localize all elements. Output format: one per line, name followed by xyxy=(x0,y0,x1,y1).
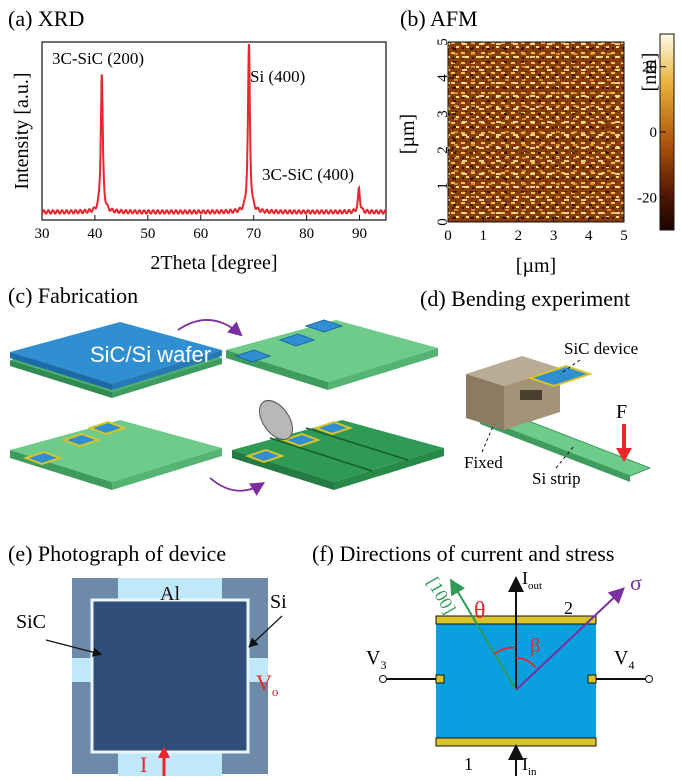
beta-label: β xyxy=(530,635,540,657)
sic-pointer xyxy=(45,639,103,657)
iout-label: Iout xyxy=(522,568,542,592)
afm-x-tick-label: 1 xyxy=(479,228,487,244)
afm-frame xyxy=(447,41,625,223)
afm-texture xyxy=(448,42,624,222)
afm-x-tick-label: 2 xyxy=(515,228,523,244)
afm-x-axis-label: [µm] xyxy=(516,255,556,277)
afm-x-tick-label: 4 xyxy=(585,228,593,244)
bottom-electrode xyxy=(435,737,597,747)
si-strip-label: Si strip xyxy=(532,469,581,488)
xrd-x-tick-label: 70 xyxy=(246,226,261,242)
v4-terminal xyxy=(645,675,653,683)
force-label: F xyxy=(616,401,627,423)
bending-panel: (d) Bending experiment SiC device F Fixe… xyxy=(420,286,652,488)
afm-x-tick-label: 5 xyxy=(620,228,628,244)
wafer-label: SiC/Si wafer xyxy=(90,342,211,367)
afm-y-axis-label: [µm] xyxy=(397,114,419,154)
peak-label-sic400: 3C-SiC (400) xyxy=(262,165,354,184)
xrd-plot-frame xyxy=(41,41,387,221)
xrd-x-tick-label: 50 xyxy=(140,226,155,242)
fabrication-panel: (c) Fabrication SiC/Si wafer xyxy=(8,283,444,496)
photograph-title: (e) Photograph of device xyxy=(8,541,226,566)
right-contact xyxy=(587,674,597,684)
xrd-x-tick-label: 30 xyxy=(35,226,50,242)
afm-y-tick-label: 4 xyxy=(435,74,451,82)
sigma-label: σ xyxy=(630,570,642,595)
sic-label: SiC xyxy=(16,611,46,633)
patterned-substrate xyxy=(10,420,222,490)
peak-label-sic200: 3C-SiC (200) xyxy=(52,49,144,68)
afm-y-tick-label: 2 xyxy=(435,146,451,154)
v4-label: V4 xyxy=(614,647,634,672)
xrd-title: (a) XRD xyxy=(8,6,84,31)
xrd-x-ticks: 30 40 50 60 70 80 90 xyxy=(35,215,367,242)
colorbar-tick-label: 0 xyxy=(650,125,658,141)
afm-y-tick-label: 1 xyxy=(435,182,451,190)
beta-arc xyxy=(515,657,537,669)
fabrication-title: (c) Fabrication xyxy=(8,283,138,308)
afm-y-tick-label: 0 xyxy=(435,218,451,226)
al-label: Al xyxy=(160,583,180,605)
peak-label-si400: Si (400) xyxy=(250,67,305,86)
terminal-1-label: 1 xyxy=(464,754,473,774)
afm-y-tick-label: 5 xyxy=(435,38,451,46)
sic-mesa xyxy=(90,598,250,754)
bending-title: (d) Bending experiment xyxy=(420,286,630,311)
current-arrow-head xyxy=(158,746,170,758)
si-label: Si xyxy=(270,591,287,613)
directions-panel: (f) Directions of current and stress V3 … xyxy=(312,541,653,778)
xrd-y-axis-label: Intensity [a.u.] xyxy=(11,72,33,189)
si-strip-leader xyxy=(555,445,575,469)
xrd-x-tick-label: 40 xyxy=(87,226,102,242)
sic-device-leader xyxy=(559,359,581,375)
terminal-2-label: 2 xyxy=(564,598,573,618)
process-arrow-2 xyxy=(209,477,266,496)
xrd-series-line xyxy=(41,43,387,215)
strip-substrate xyxy=(232,399,444,490)
fixed-label: Fixed xyxy=(464,453,503,472)
colorbar-tick-label: 20 xyxy=(642,60,657,76)
colorbar-ticks: 20 0 -20 xyxy=(637,60,666,206)
fixed-leader xyxy=(481,423,495,453)
sic-device-label: SiC device xyxy=(564,339,638,358)
theta-arc xyxy=(493,646,517,655)
fixed-clamp xyxy=(466,356,560,430)
colorbar-tick-label: -20 xyxy=(637,190,657,206)
crystal-direction-arrow xyxy=(449,578,517,691)
afm-panel: (b) AFM 0 0 1 1 2 2 3 3 4 4 5 5 [µm] [µm] 20 0 -20 [n… xyxy=(397,6,675,277)
wafer-stack: SiC/Si wafer xyxy=(10,322,222,398)
bottom-al-pad xyxy=(118,750,222,776)
afm-y-tick-label: 3 xyxy=(435,110,451,118)
sic-device-chip xyxy=(526,364,594,388)
directions-title: (f) Directions of current and stress xyxy=(312,541,614,566)
process-arrow-1 xyxy=(177,319,243,337)
colorbar-label: [nm] xyxy=(639,53,661,92)
afm-x-tick-label: 0 xyxy=(444,228,452,244)
current-label: I xyxy=(140,752,147,776)
dicing-saw-blade xyxy=(258,399,294,441)
xrd-panel: (a) XRD 30 40 50 60 70 80 90 3C-SiC (200) Si (… xyxy=(8,6,387,274)
crystal-direction-label: [100] xyxy=(423,574,460,618)
afm-title: (b) AFM xyxy=(400,6,478,31)
si-pointer xyxy=(248,615,283,648)
xrd-x-axis-label: 2Theta [degree] xyxy=(150,252,277,274)
afm-x-tick-label: 3 xyxy=(550,228,558,244)
v3-terminal xyxy=(379,675,387,683)
v3-label: V3 xyxy=(366,647,386,672)
stress-arrow xyxy=(515,587,625,691)
diced-substrate xyxy=(226,319,438,390)
afm-axis-ticks: 0 0 1 1 2 2 3 3 4 4 5 5 xyxy=(435,38,628,244)
photograph-panel: (e) Photograph of device Al Si SiC Vo I xyxy=(8,541,287,777)
vo-label: Vo xyxy=(256,670,278,699)
xrd-x-tick-label: 80 xyxy=(299,226,314,242)
iin-label: Iin xyxy=(522,754,537,776)
xrd-x-tick-label: 90 xyxy=(352,226,367,242)
force-arrow-head xyxy=(616,448,632,462)
left-contact xyxy=(435,674,445,684)
xrd-x-tick-label: 60 xyxy=(193,226,208,242)
theta-label: θ xyxy=(474,598,486,624)
